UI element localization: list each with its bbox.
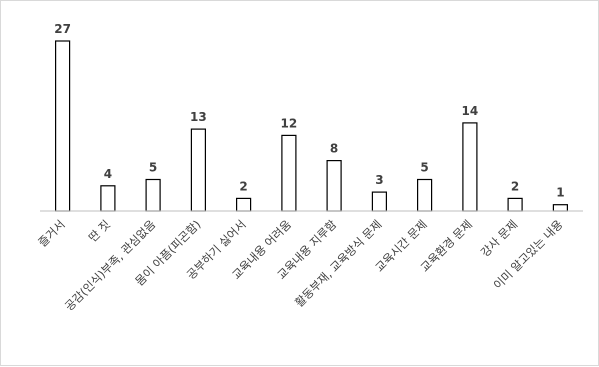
data-label: 27 bbox=[54, 22, 71, 36]
bar bbox=[326, 160, 342, 212]
bar bbox=[281, 134, 297, 212]
bar bbox=[100, 185, 116, 212]
data-label: 13 bbox=[190, 110, 207, 124]
x-tick-label: 활동부재, 교육방식 문제 bbox=[292, 217, 384, 309]
bar bbox=[54, 40, 71, 212]
data-label: 4 bbox=[104, 167, 112, 181]
x-tick-label: 딴 짓 bbox=[86, 217, 113, 244]
data-label: 8 bbox=[330, 142, 338, 156]
data-label: 14 bbox=[462, 104, 479, 118]
bar bbox=[507, 197, 523, 212]
bar bbox=[552, 204, 569, 212]
x-tick-label: 즐거서 bbox=[35, 217, 67, 249]
data-label: 5 bbox=[420, 161, 428, 175]
bar bbox=[462, 122, 478, 212]
data-label: 2 bbox=[239, 179, 247, 193]
bar bbox=[417, 178, 433, 212]
bar bbox=[190, 128, 206, 212]
bar bbox=[371, 191, 387, 212]
x-tick-label: 공감(인식)부족, 관심없음 bbox=[62, 217, 158, 313]
data-labels-group: 27 4 5 13 2 12 8 3 5 14 2 1 bbox=[54, 22, 564, 200]
bars-group bbox=[54, 40, 569, 212]
data-label: 2 bbox=[511, 179, 519, 193]
data-label: 12 bbox=[281, 116, 298, 130]
data-label: 3 bbox=[375, 173, 383, 187]
x-tick-label: 강사 문제 bbox=[478, 217, 520, 259]
bar bbox=[236, 197, 252, 212]
data-label: 5 bbox=[149, 161, 157, 175]
bar bbox=[145, 178, 161, 212]
data-label: 1 bbox=[556, 186, 564, 200]
